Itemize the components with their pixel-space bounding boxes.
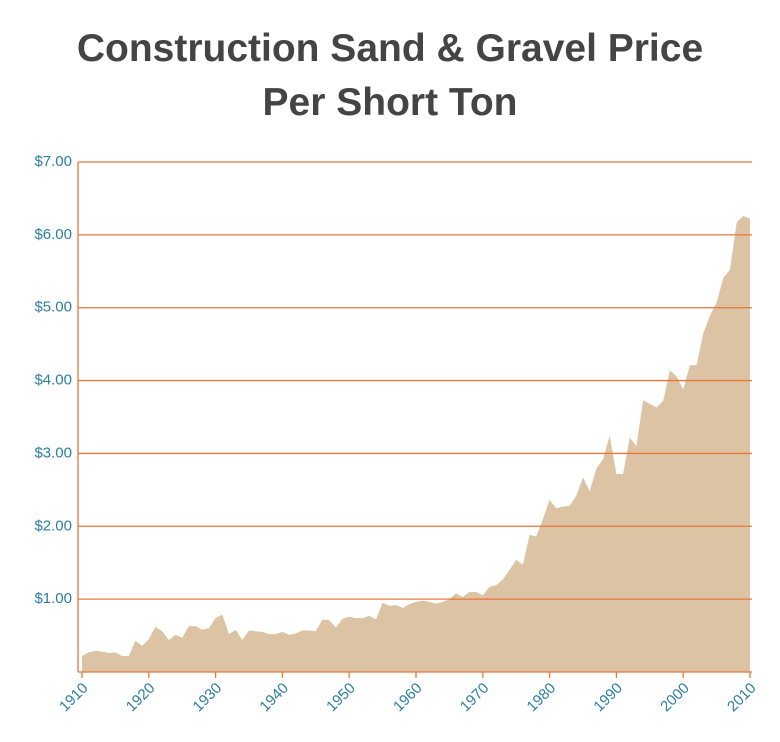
x-tick-label: 1930: [190, 680, 226, 716]
x-tick-label: 1970: [457, 680, 493, 716]
chart-title: Construction Sand & Gravel Price Per Sho…: [76, 27, 704, 124]
y-tick-label: $4.00: [34, 372, 72, 389]
y-tick-label: $5.00: [34, 299, 72, 316]
x-tick-label: 2000: [657, 680, 693, 716]
x-tick-label: 1920: [123, 680, 159, 716]
x-tick-label: 1910: [56, 680, 92, 716]
y-tick-label: $7.00: [34, 153, 72, 170]
x-tick-label: 1950: [323, 680, 359, 716]
x-tick-label: 1990: [590, 680, 626, 716]
area: [82, 215, 750, 672]
x-tick-label: 1980: [524, 680, 560, 716]
y-tick-label: $6.00: [34, 226, 72, 243]
x-tick-label: 1940: [256, 680, 292, 716]
y-tick-label: $2.00: [34, 517, 72, 534]
y-tick-label: $3.00: [34, 444, 72, 461]
y-tick-label: $1.00: [34, 590, 72, 607]
x-tick-label: 1960: [390, 680, 426, 716]
x-tick-label: 2010: [724, 680, 760, 716]
